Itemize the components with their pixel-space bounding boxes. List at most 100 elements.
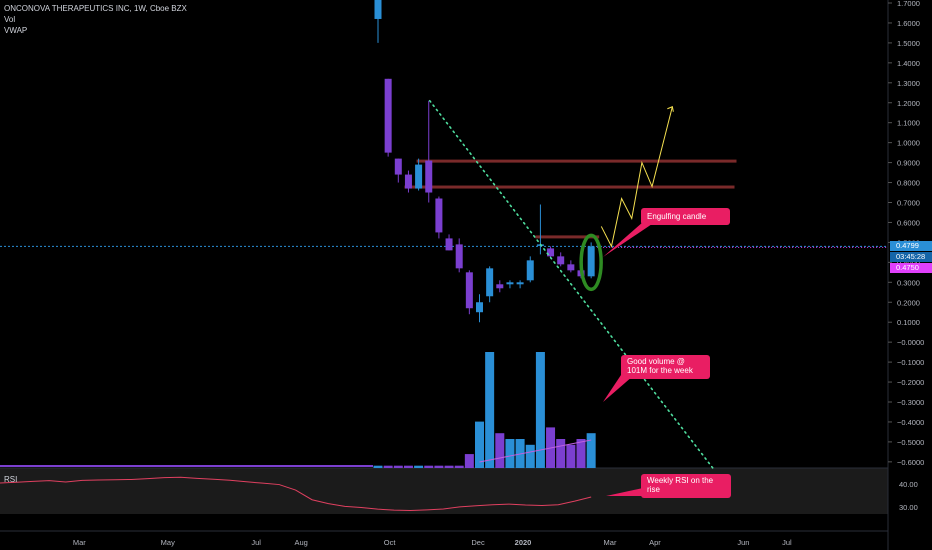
engulfing-callout-pointer (603, 222, 655, 257)
volume-bar[interactable] (475, 421, 484, 468)
y-axis-tick-label: −0.4000 (897, 418, 924, 427)
y-axis-tick-label: 0.4000 (897, 258, 920, 267)
chart-legend: ONCONOVA THERAPEUTICS INC, 1W, Cboe BZX … (4, 3, 187, 36)
y-axis-tick-label: −0.5000 (897, 438, 924, 447)
volume-bar[interactable] (525, 444, 535, 468)
volume-bar[interactable] (505, 439, 515, 468)
volume-bar[interactable] (434, 465, 444, 468)
volume-callout-pointer (603, 372, 633, 402)
bar-countdown-tag: 03:45:28 (890, 252, 932, 262)
candle[interactable] (567, 264, 575, 271)
y-axis-tick-label: 1.3000 (897, 79, 920, 88)
volume-bar[interactable] (393, 465, 403, 468)
y-axis-tick-label: 1.5000 (897, 39, 920, 48)
resistance-level-middle[interactable] (404, 185, 735, 189)
candle[interactable] (526, 260, 534, 281)
volume-bar[interactable] (485, 352, 495, 468)
x-axis-tick-label: Dec (471, 538, 485, 547)
vwap-price-tag: 0.4750 (890, 263, 932, 273)
y-axis-tick-label: 0.8000 (897, 179, 920, 188)
candle[interactable] (547, 248, 555, 257)
engulfing-highlight-ellipse[interactable] (579, 233, 603, 292)
candle[interactable] (404, 174, 412, 189)
x-axis-tick-label: Jul (782, 538, 792, 547)
candle[interactable] (435, 198, 443, 233)
x-axis-tick-label: Oct (384, 538, 397, 547)
y-axis-tick-label: −0.2000 (897, 378, 924, 387)
rsi-line[interactable] (0, 476, 592, 512)
candle[interactable] (516, 282, 524, 285)
engulfing-candle-callout[interactable]: Engulfing candle (641, 208, 730, 225)
volume-bar[interactable] (586, 433, 596, 468)
resistance-level-upper[interactable] (416, 159, 737, 163)
rsi-axis-tick-label: 40.00 (899, 480, 918, 489)
y-axis-tick-label: −0.6000 (897, 458, 924, 467)
vol-indicator-label[interactable]: Vol (4, 15, 16, 24)
x-axis-tick-label: Mar (604, 538, 617, 547)
x-axis-tick-label: May (161, 538, 175, 547)
volume-bar[interactable] (444, 465, 454, 468)
volume-bar[interactable] (566, 444, 576, 468)
rsi-indicator-label[interactable]: RSI (4, 475, 18, 484)
y-axis-tick-label: −0.0000 (897, 338, 924, 347)
volume-bar[interactable] (464, 454, 474, 468)
resistance-level-lower[interactable] (535, 235, 600, 239)
candle[interactable] (415, 164, 423, 189)
descending-trendline[interactable] (428, 99, 714, 469)
volume-bar[interactable] (535, 352, 545, 468)
y-axis-tick-label: 0.6000 (897, 218, 920, 227)
rsi-axis-tick-label: 30.00 (899, 503, 918, 512)
candle[interactable] (476, 302, 483, 313)
candle[interactable] (506, 282, 514, 285)
y-axis-tick-label: 0.7000 (897, 199, 920, 208)
rsi-callout-pointer (606, 488, 647, 496)
volume-bar[interactable] (414, 465, 424, 468)
main-pane[interactable] (0, 0, 888, 468)
candle[interactable] (455, 244, 463, 269)
volume-bar[interactable] (424, 465, 434, 468)
volume-bar[interactable] (403, 465, 413, 468)
volume-ma-line (479, 439, 592, 463)
volume-bar[interactable] (454, 465, 464, 468)
volume-bar[interactable] (556, 439, 566, 468)
y-axis-tick-label: −0.3000 (897, 398, 924, 407)
y-axis-tick-label: 0.2000 (897, 298, 920, 307)
good-volume-callout[interactable]: Good volume @ 101M for the week (621, 355, 710, 379)
volume-bar[interactable] (576, 439, 586, 468)
y-axis-tick-label: 1.7000 (897, 0, 920, 8)
projection-path[interactable] (600, 106, 673, 248)
last-price-tag: 0.4799 (890, 241, 932, 251)
symbol-title[interactable]: ONCONOVA THERAPEUTICS INC, 1W, Cboe BZX (4, 4, 187, 13)
candle[interactable] (445, 238, 453, 251)
y-axis-tick-label: 1.6000 (897, 19, 920, 28)
candle[interactable] (587, 246, 595, 277)
x-axis-tick-label: Apr (649, 538, 661, 547)
x-axis-tick-label: Jun (737, 538, 749, 547)
x-axis-tick-label: 2020 (515, 538, 532, 547)
rsi-pane[interactable] (0, 468, 888, 514)
y-axis-tick-label: −0.1000 (897, 358, 924, 367)
volume-bar[interactable] (373, 465, 383, 468)
x-axis-tick-label: Jul (251, 538, 261, 547)
candle[interactable] (394, 158, 402, 175)
y-axis-tick-label: 1.2000 (897, 99, 920, 108)
weekly-rsi-callout[interactable]: Weekly RSI on the rise (641, 474, 731, 498)
candle[interactable] (557, 256, 565, 265)
candle[interactable] (465, 272, 473, 309)
candle[interactable] (384, 78, 392, 153)
y-axis-tick-label: 1.0000 (897, 139, 920, 148)
vwap-indicator-label[interactable]: VWAP (4, 26, 28, 35)
projection-arrowhead (667, 106, 674, 112)
y-axis-tick-label: 0.9000 (897, 159, 920, 168)
candle[interactable] (425, 160, 433, 193)
candle[interactable] (374, 0, 382, 19)
candle[interactable] (486, 268, 494, 297)
rsi-legend: RSI (4, 474, 17, 485)
volume-bar (0, 465, 373, 467)
candle[interactable] (496, 284, 504, 289)
volume-bar[interactable] (495, 433, 505, 468)
volume-bar[interactable] (383, 465, 393, 468)
y-axis-tick-label: 0.3000 (897, 278, 920, 287)
